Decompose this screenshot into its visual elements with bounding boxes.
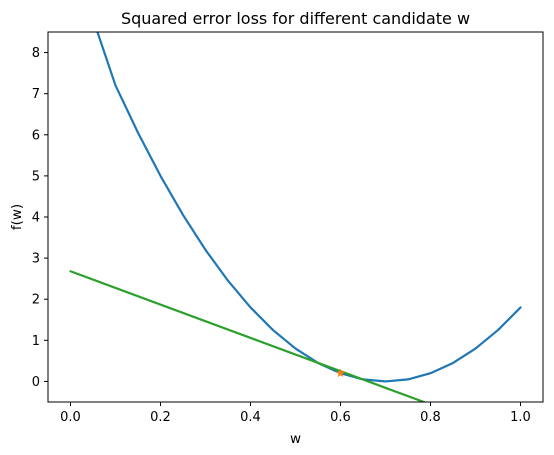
series-2-marker [335,368,346,378]
series-layer [69,32,522,402]
y-tick-label: 0 [32,375,40,390]
x-tick-label: 0.2 [150,410,171,425]
y-axis-ticks: 0 1 2 3 4 5 6 7 8 [32,46,48,390]
y-tick-label: 1 [32,334,40,349]
y-tick-label: 3 [32,252,40,267]
x-axis-label: w [290,431,301,447]
x-axis-ticks: 0.0 0.2 0.4 0.6 0.8 1.0 [60,402,531,425]
x-tick-label: 0.4 [240,410,261,425]
y-tick-label: 5 [32,169,40,184]
plot-frame [47,31,544,403]
x-tick-label: 0.8 [420,410,441,425]
y-tick-label: 7 [32,87,40,102]
y-tick-label: 2 [32,293,40,308]
chart-title: Squared error loss for different candida… [121,9,470,28]
y-tick-label: 4 [32,211,40,226]
x-tick-label: 1.0 [510,410,531,425]
x-tick-label: 0.6 [330,410,351,425]
y-axis-label: f(w) [9,204,25,230]
y-tick-label: 6 [32,128,40,143]
series-0-line [96,32,522,383]
x-tick-label: 0.0 [60,410,81,425]
y-tick-label: 8 [32,46,40,61]
series-1-line [69,270,427,402]
